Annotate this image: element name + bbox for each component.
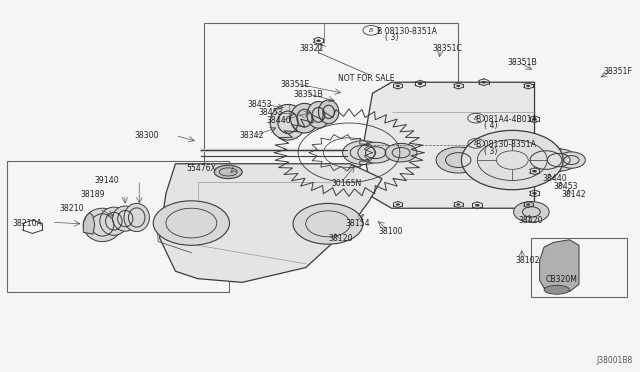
Polygon shape bbox=[363, 82, 534, 208]
Ellipse shape bbox=[153, 201, 230, 245]
Circle shape bbox=[316, 39, 321, 42]
Text: ( 4): ( 4) bbox=[484, 122, 497, 131]
Ellipse shape bbox=[270, 105, 306, 140]
Ellipse shape bbox=[214, 165, 242, 179]
Circle shape bbox=[526, 85, 530, 87]
Ellipse shape bbox=[83, 208, 122, 241]
Bar bbox=[531, 238, 627, 297]
Text: 38351E: 38351E bbox=[280, 80, 310, 89]
Circle shape bbox=[532, 170, 537, 173]
Text: 38154: 38154 bbox=[346, 219, 371, 228]
Text: B: B bbox=[369, 28, 373, 33]
Circle shape bbox=[475, 204, 479, 206]
Ellipse shape bbox=[307, 102, 330, 128]
Ellipse shape bbox=[461, 131, 563, 190]
Circle shape bbox=[396, 203, 400, 206]
Text: CB320M: CB320M bbox=[545, 275, 577, 284]
Text: 38351C: 38351C bbox=[433, 44, 463, 53]
Text: 38351B: 38351B bbox=[508, 58, 538, 67]
Circle shape bbox=[481, 81, 486, 84]
Text: 38453: 38453 bbox=[258, 108, 283, 117]
Text: 30165N: 30165N bbox=[331, 179, 362, 187]
Text: 39140: 39140 bbox=[95, 176, 120, 185]
Text: 38210A: 38210A bbox=[12, 219, 42, 228]
Text: 38453: 38453 bbox=[554, 182, 578, 191]
Text: B 08130-8351A: B 08130-8351A bbox=[476, 140, 536, 149]
Polygon shape bbox=[83, 213, 95, 234]
Text: 38189: 38189 bbox=[80, 190, 104, 199]
Text: 38300: 38300 bbox=[134, 131, 159, 140]
Ellipse shape bbox=[557, 152, 586, 168]
Ellipse shape bbox=[291, 103, 319, 133]
Ellipse shape bbox=[319, 100, 339, 124]
Text: B 081A4-4B01A: B 081A4-4B01A bbox=[476, 115, 537, 124]
Text: 38420: 38420 bbox=[518, 216, 543, 225]
Text: 38322: 38322 bbox=[299, 44, 324, 53]
Circle shape bbox=[532, 118, 537, 121]
Text: ( 3): ( 3) bbox=[385, 33, 399, 42]
Text: 38100: 38100 bbox=[379, 227, 403, 237]
Text: NOT FOR SALE: NOT FOR SALE bbox=[337, 74, 394, 83]
Circle shape bbox=[532, 192, 537, 195]
Polygon shape bbox=[159, 164, 382, 282]
Text: 38120: 38120 bbox=[328, 234, 353, 244]
Text: 55476X: 55476X bbox=[186, 164, 216, 173]
Text: B: B bbox=[474, 116, 478, 121]
Text: B 08130-8351A: B 08130-8351A bbox=[377, 26, 437, 36]
Ellipse shape bbox=[513, 202, 549, 222]
Ellipse shape bbox=[342, 141, 383, 164]
Ellipse shape bbox=[100, 207, 128, 235]
Text: 38351F: 38351F bbox=[603, 67, 632, 76]
Text: 38440: 38440 bbox=[266, 116, 291, 125]
Bar bbox=[7, 161, 230, 292]
Text: 38342: 38342 bbox=[239, 131, 264, 140]
Ellipse shape bbox=[293, 203, 363, 244]
Circle shape bbox=[418, 82, 422, 85]
Bar bbox=[204, 23, 458, 175]
Ellipse shape bbox=[522, 146, 570, 174]
Circle shape bbox=[396, 85, 400, 87]
Text: 38102: 38102 bbox=[515, 256, 540, 265]
Ellipse shape bbox=[124, 203, 149, 232]
Text: 38351B: 38351B bbox=[293, 90, 323, 99]
Ellipse shape bbox=[385, 143, 417, 162]
Circle shape bbox=[456, 203, 460, 206]
Circle shape bbox=[526, 203, 530, 206]
Ellipse shape bbox=[540, 149, 578, 171]
Text: B: B bbox=[474, 141, 478, 146]
Ellipse shape bbox=[544, 285, 570, 294]
Text: ( 3): ( 3) bbox=[484, 147, 497, 155]
Ellipse shape bbox=[358, 142, 394, 163]
Text: 38210: 38210 bbox=[59, 205, 84, 214]
Circle shape bbox=[456, 85, 460, 87]
Text: J38001B8: J38001B8 bbox=[596, 356, 633, 365]
Ellipse shape bbox=[436, 147, 481, 173]
Text: 38142: 38142 bbox=[561, 190, 586, 199]
Text: 38440: 38440 bbox=[542, 174, 567, 183]
Ellipse shape bbox=[113, 206, 138, 231]
Text: 38453: 38453 bbox=[247, 100, 272, 109]
Polygon shape bbox=[540, 240, 579, 292]
